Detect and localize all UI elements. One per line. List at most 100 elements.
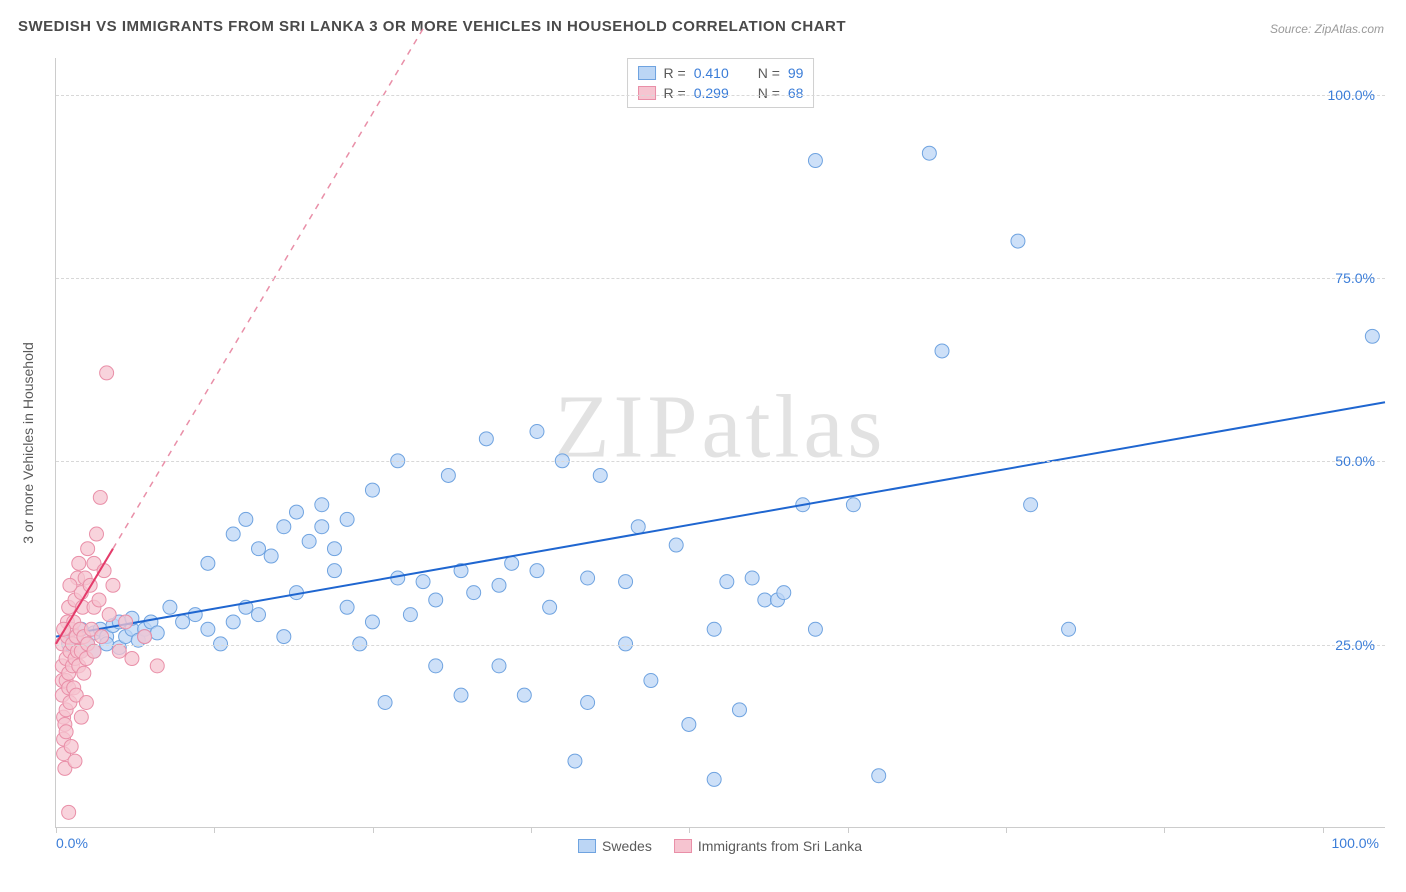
scatter-point [315, 498, 329, 512]
scatter-point [252, 608, 266, 622]
scatter-point [808, 622, 822, 636]
scatter-point [745, 571, 759, 585]
x-tick [848, 827, 849, 833]
scatter-point [106, 578, 120, 592]
scatter-point [808, 154, 822, 168]
legend-n-value: 99 [788, 65, 804, 81]
scatter-point [543, 600, 557, 614]
legend-r-value: 0.299 [694, 85, 740, 101]
scatter-point [517, 688, 531, 702]
scatter-point [416, 575, 430, 589]
scatter-point [758, 593, 772, 607]
scatter-point [593, 468, 607, 482]
legend-swatch [638, 86, 656, 100]
legend-swatch [638, 66, 656, 80]
scatter-point [327, 542, 341, 556]
scatter-point [403, 608, 417, 622]
legend-stat-row: R =0.299N =68 [638, 83, 804, 103]
scatter-point [81, 542, 95, 556]
scatter-point [429, 659, 443, 673]
chart-title: SWEDISH VS IMMIGRANTS FROM SRI LANKA 3 O… [18, 18, 846, 35]
scatter-point [492, 578, 506, 592]
legend-n-value: 68 [788, 85, 804, 101]
scatter-point [935, 344, 949, 358]
scatter-point [922, 146, 936, 160]
scatter-point [93, 490, 107, 504]
scatter-point [479, 432, 493, 446]
scatter-point [201, 556, 215, 570]
scatter-point [226, 527, 240, 541]
scatter-point [239, 512, 253, 526]
scatter-point [176, 615, 190, 629]
scatter-point [581, 571, 595, 585]
y-tick-label: 75.0% [1335, 270, 1375, 286]
y-tick-label: 50.0% [1335, 453, 1375, 469]
scatter-point [777, 586, 791, 600]
scatter-point [619, 575, 633, 589]
scatter-point [467, 586, 481, 600]
scatter-point [530, 425, 544, 439]
scatter-point [252, 542, 266, 556]
y-axis-label: 3 or more Vehicles in Household [20, 342, 36, 544]
x-tick [373, 827, 374, 833]
trend-line [56, 402, 1385, 636]
legend-r-label: R = [664, 85, 686, 101]
scatter-point [163, 600, 177, 614]
correlation-legend: R =0.410N =99R =0.299N =68 [627, 58, 815, 108]
scatter-point [138, 630, 152, 644]
legend-n-label: N = [758, 65, 780, 81]
series-legend: Swedes Immigrants from Sri Lanka [578, 838, 862, 854]
scatter-point [505, 556, 519, 570]
scatter-point [454, 688, 468, 702]
scatter-point [125, 652, 139, 666]
x-tick [1164, 827, 1165, 833]
scatter-point [378, 696, 392, 710]
scatter-point [289, 505, 303, 519]
scatter-point [340, 600, 354, 614]
scatter-point [441, 468, 455, 482]
legend-swatch [674, 839, 692, 853]
scatter-point [644, 674, 658, 688]
x-tick [214, 827, 215, 833]
plot-region: ZIPatlas 3 or more Vehicles in Household… [55, 58, 1385, 828]
legend-series-label: Swedes [602, 838, 652, 854]
scatter-point [568, 754, 582, 768]
scatter-point [92, 593, 106, 607]
scatter-point [201, 622, 215, 636]
y-tick-label: 25.0% [1335, 637, 1375, 653]
x-tick [689, 827, 690, 833]
scatter-point [682, 717, 696, 731]
scatter-point [64, 739, 78, 753]
scatter-point [315, 520, 329, 534]
gridline-h [56, 278, 1385, 279]
scatter-point [492, 659, 506, 673]
scatter-point [302, 534, 316, 548]
scatter-point [631, 520, 645, 534]
scatter-point [1365, 329, 1379, 343]
scatter-point [63, 578, 77, 592]
legend-series-label: Immigrants from Sri Lanka [698, 838, 862, 854]
x-tick [1323, 827, 1324, 833]
scatter-point [277, 630, 291, 644]
legend-series-item: Immigrants from Sri Lanka [674, 838, 862, 854]
scatter-point [72, 556, 86, 570]
scatter-point [872, 769, 886, 783]
scatter-point [429, 593, 443, 607]
scatter-point [581, 696, 595, 710]
scatter-point [119, 615, 133, 629]
scatter-point [340, 512, 354, 526]
scatter-point [150, 659, 164, 673]
scatter-point [90, 527, 104, 541]
scatter-point [669, 538, 683, 552]
x-tick [1006, 827, 1007, 833]
plot-svg [56, 58, 1385, 827]
scatter-point [1024, 498, 1038, 512]
scatter-point [720, 575, 734, 589]
trend-line-dashed [113, 29, 423, 549]
scatter-point [100, 366, 114, 380]
scatter-point [1062, 622, 1076, 636]
x-tick-label-start: 0.0% [56, 835, 88, 851]
legend-stat-row: R =0.410N =99 [638, 63, 804, 83]
y-tick-label: 100.0% [1328, 87, 1375, 103]
scatter-point [74, 710, 88, 724]
